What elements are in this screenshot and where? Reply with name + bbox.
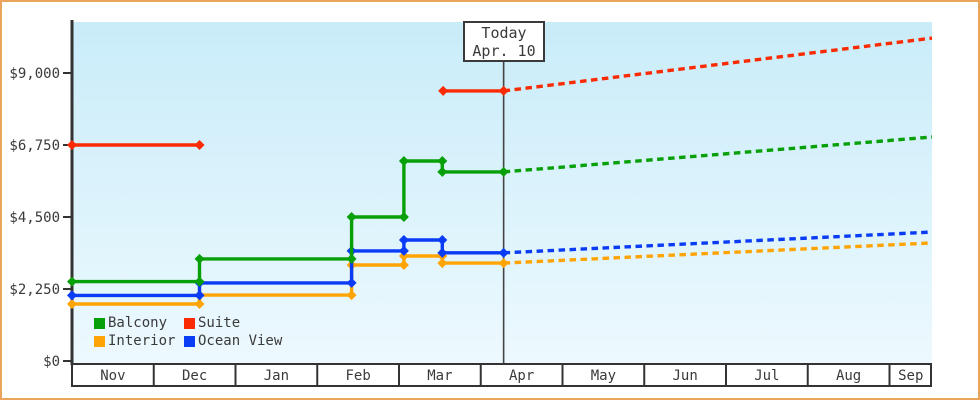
data-point-ocean-view bbox=[67, 290, 77, 301]
month-label-feb: Feb bbox=[345, 368, 370, 384]
legend-swatch-balcony bbox=[94, 317, 105, 329]
prediction-line-balcony bbox=[503, 135, 933, 174]
data-point-ocean-view bbox=[346, 277, 357, 288]
y-tick-label: $9,000 bbox=[9, 66, 60, 82]
data-point-ocean-view bbox=[398, 245, 409, 256]
y-tick-label: $4,500 bbox=[9, 210, 60, 226]
data-point-ocean-view bbox=[437, 235, 448, 246]
data-point-suite bbox=[438, 85, 449, 96]
data-point-balcony bbox=[437, 166, 448, 177]
data-point-balcony bbox=[398, 156, 409, 166]
data-point-interior bbox=[67, 299, 77, 310]
data-point-balcony bbox=[346, 253, 357, 264]
month-label-nov: Nov bbox=[100, 368, 125, 384]
data-point-balcony bbox=[194, 253, 205, 264]
legend-swatch-suite bbox=[184, 317, 195, 329]
data-point-balcony bbox=[194, 276, 205, 287]
month-label-sep: Sep bbox=[898, 368, 923, 384]
data-point-balcony bbox=[398, 212, 409, 222]
data-point-ocean-view bbox=[437, 247, 448, 258]
legend-swatch-ocean-view bbox=[184, 335, 195, 347]
data-point-balcony bbox=[67, 276, 77, 287]
data-point-interior bbox=[398, 251, 409, 262]
legend-label-ocean-view: Ocean View bbox=[198, 333, 283, 349]
y-tick-label: $0 bbox=[43, 354, 60, 370]
prediction-line-suite bbox=[503, 36, 933, 93]
prediction-line-ocean-view bbox=[503, 230, 933, 255]
data-point-interior bbox=[346, 290, 357, 301]
month-label-may: May bbox=[591, 368, 616, 384]
data-point-balcony bbox=[346, 212, 357, 222]
month-label-dec: Dec bbox=[182, 368, 207, 384]
data-point-balcony bbox=[437, 156, 448, 166]
y-axis: $0 $2,250 $4,500 $6,750 $9,000 bbox=[9, 20, 74, 370]
today-date: Apr. 10 bbox=[472, 42, 536, 60]
data-point-ocean-view bbox=[194, 290, 205, 301]
month-label-jul: Jul bbox=[754, 368, 779, 384]
data-point-suite bbox=[194, 140, 205, 150]
legend-swatch-interior bbox=[94, 335, 105, 347]
legend-label-suite: Suite bbox=[198, 315, 241, 331]
series-balcony bbox=[67, 135, 933, 287]
month-label-aug: Aug bbox=[836, 368, 861, 384]
series-ocean-view bbox=[67, 230, 933, 301]
data-point-suite bbox=[67, 140, 77, 150]
today-annotation-box: Today Apr. 10 bbox=[463, 21, 545, 62]
legend-item-interior: Interior bbox=[94, 332, 175, 350]
plot-area bbox=[72, 22, 932, 363]
legend-item-ocean-view: Ocean View bbox=[184, 332, 282, 350]
y-tick-label: $6,750 bbox=[9, 138, 60, 154]
price-line-ocean-view bbox=[72, 238, 504, 298]
month-label-jun: Jun bbox=[672, 368, 697, 384]
data-point-interior bbox=[437, 258, 448, 269]
month-label-apr: Apr bbox=[509, 368, 534, 384]
x-axis-months: Nov Dec Jan Feb Mar Apr May Jun Jul Aug Sep bbox=[71, 363, 932, 387]
price-line-balcony bbox=[72, 159, 504, 284]
today-label: Today bbox=[481, 24, 527, 42]
y-tick-label: $2,250 bbox=[9, 282, 60, 298]
legend-label-balcony: Balcony bbox=[108, 315, 168, 331]
series-suite bbox=[67, 36, 933, 150]
month-label-mar: Mar bbox=[427, 368, 452, 384]
data-point-interior bbox=[194, 299, 205, 310]
month-label-jan: Jan bbox=[264, 368, 289, 384]
prediction-line-interior bbox=[503, 241, 933, 265]
legend-item-balcony: Balcony bbox=[94, 314, 167, 332]
data-point-interior bbox=[398, 260, 409, 270]
legend-item-suite: Suite bbox=[184, 314, 240, 332]
legend-label-interior: Interior bbox=[108, 333, 176, 349]
data-point-ocean-view bbox=[398, 235, 409, 246]
